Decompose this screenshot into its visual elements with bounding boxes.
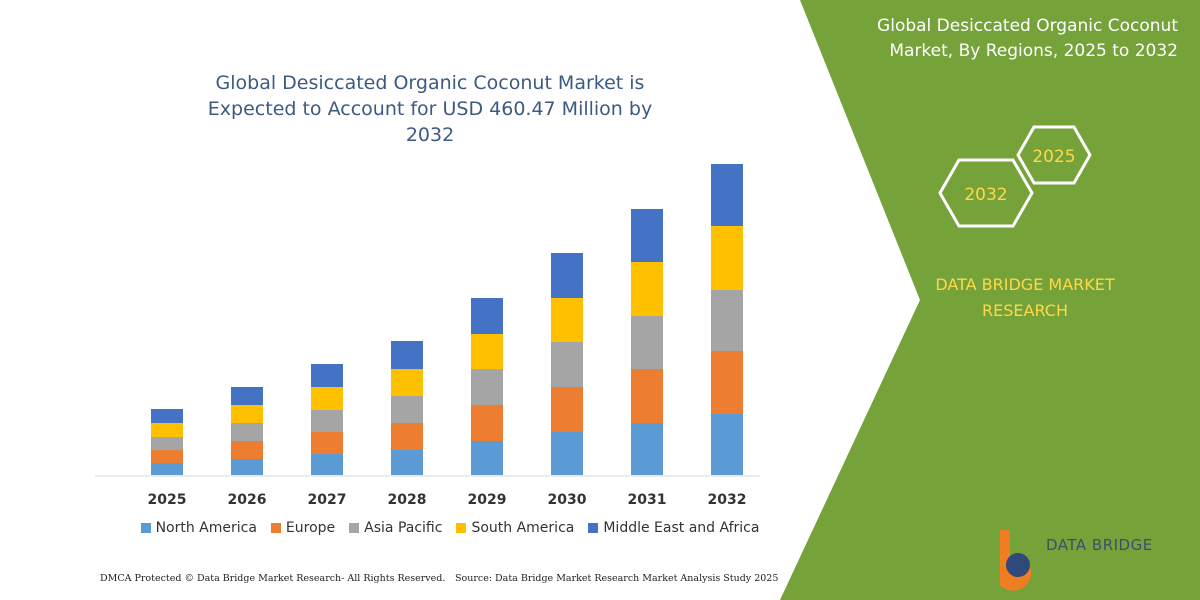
logo-text: DATA BRIDGE [1046,536,1153,554]
bar-segment [631,423,663,475]
bar-segment [471,441,503,475]
hex-label: 2025 [1032,147,1075,167]
bar-segment [151,463,183,475]
bar-segment [391,396,423,423]
x-tick-label: 2026 [228,492,267,508]
legend-item: Europe [270,520,336,536]
x-tick-label: 2032 [708,492,747,508]
side-panel [780,0,1200,600]
bar-segment [151,423,183,437]
bar-segment [471,405,503,441]
x-tick-label: 2030 [548,492,587,508]
footer-right: Source: Data Bridge Market Research Mark… [455,573,779,584]
hex-label: 2032 [964,185,1007,205]
bar-segment [151,450,183,463]
legend-swatch [140,523,151,533]
legend-item: South America [456,520,574,536]
chart: 2025 2026 2027 2028 2029 2030 2031 2032 [148,164,747,508]
bar-segment [711,164,743,226]
bar-segment [311,387,343,410]
bar-segment [471,369,503,405]
bar-segment [471,334,503,369]
bar-segment [551,387,583,432]
bar-segment [391,423,423,450]
bar-segment [231,387,263,405]
bar-segment [391,341,423,369]
x-tick-label: 2028 [388,492,427,508]
legend-swatch [349,523,360,533]
legend-label: South America [471,520,575,536]
bar-segment [311,454,343,475]
bar-segment [711,226,743,290]
chart-title: Global Desiccated Organic Coconut Market… [207,72,653,146]
bar-segment [471,298,503,334]
bar-segment [631,316,663,369]
x-tick-label: 2031 [628,492,667,508]
footer-left: DMCA Protected © Data Bridge Market Rese… [100,573,446,584]
legend-label: Europe [285,520,336,536]
bar-segment [151,437,183,450]
bar-segment [551,432,583,475]
bar-segment [551,342,583,387]
legend: North America Europe Asia Pacific South Ame… [60,520,840,536]
legend-swatch [270,523,281,533]
bar-segment [391,369,423,396]
bar-segment [231,423,263,441]
x-tick-label: 2025 [148,492,187,508]
x-tick-label: 2029 [468,492,507,508]
bar-segment [231,459,263,475]
bar-segment [311,410,343,432]
bar-segment [231,405,263,423]
bar-segment [711,414,743,475]
hexagon [1016,125,1092,185]
legend-item: Asia Pacific [349,520,442,536]
x-tick-label: 2027 [308,492,347,508]
legend-swatch [588,523,599,533]
legend-swatch [456,523,467,533]
bar-segment [311,432,343,454]
bar-segment [631,209,663,262]
bar-segment [711,351,743,414]
hexagon [938,158,1034,228]
brand: DATA BRIDGE MARKET RESEARCH [935,275,1115,320]
side-title: Global Desiccated Organic Coconut Market… [877,16,1178,61]
legend-item: Middle East and Africa [588,520,759,536]
bar-segment [711,290,743,351]
bar-segment [311,364,343,387]
bar-segment [631,369,663,423]
bar-segment [551,253,583,298]
logo-icon [1006,553,1030,577]
bar-segment [551,298,583,342]
bar-segment [151,409,183,423]
bar-segment [231,441,263,459]
legend-label: North America [155,520,257,536]
legend-label: Middle East and Africa [603,520,760,536]
bar-segment [391,450,423,475]
legend-item: North America [140,520,257,536]
legend-label: Asia Pacific [364,520,443,536]
bar-segment [631,262,663,316]
